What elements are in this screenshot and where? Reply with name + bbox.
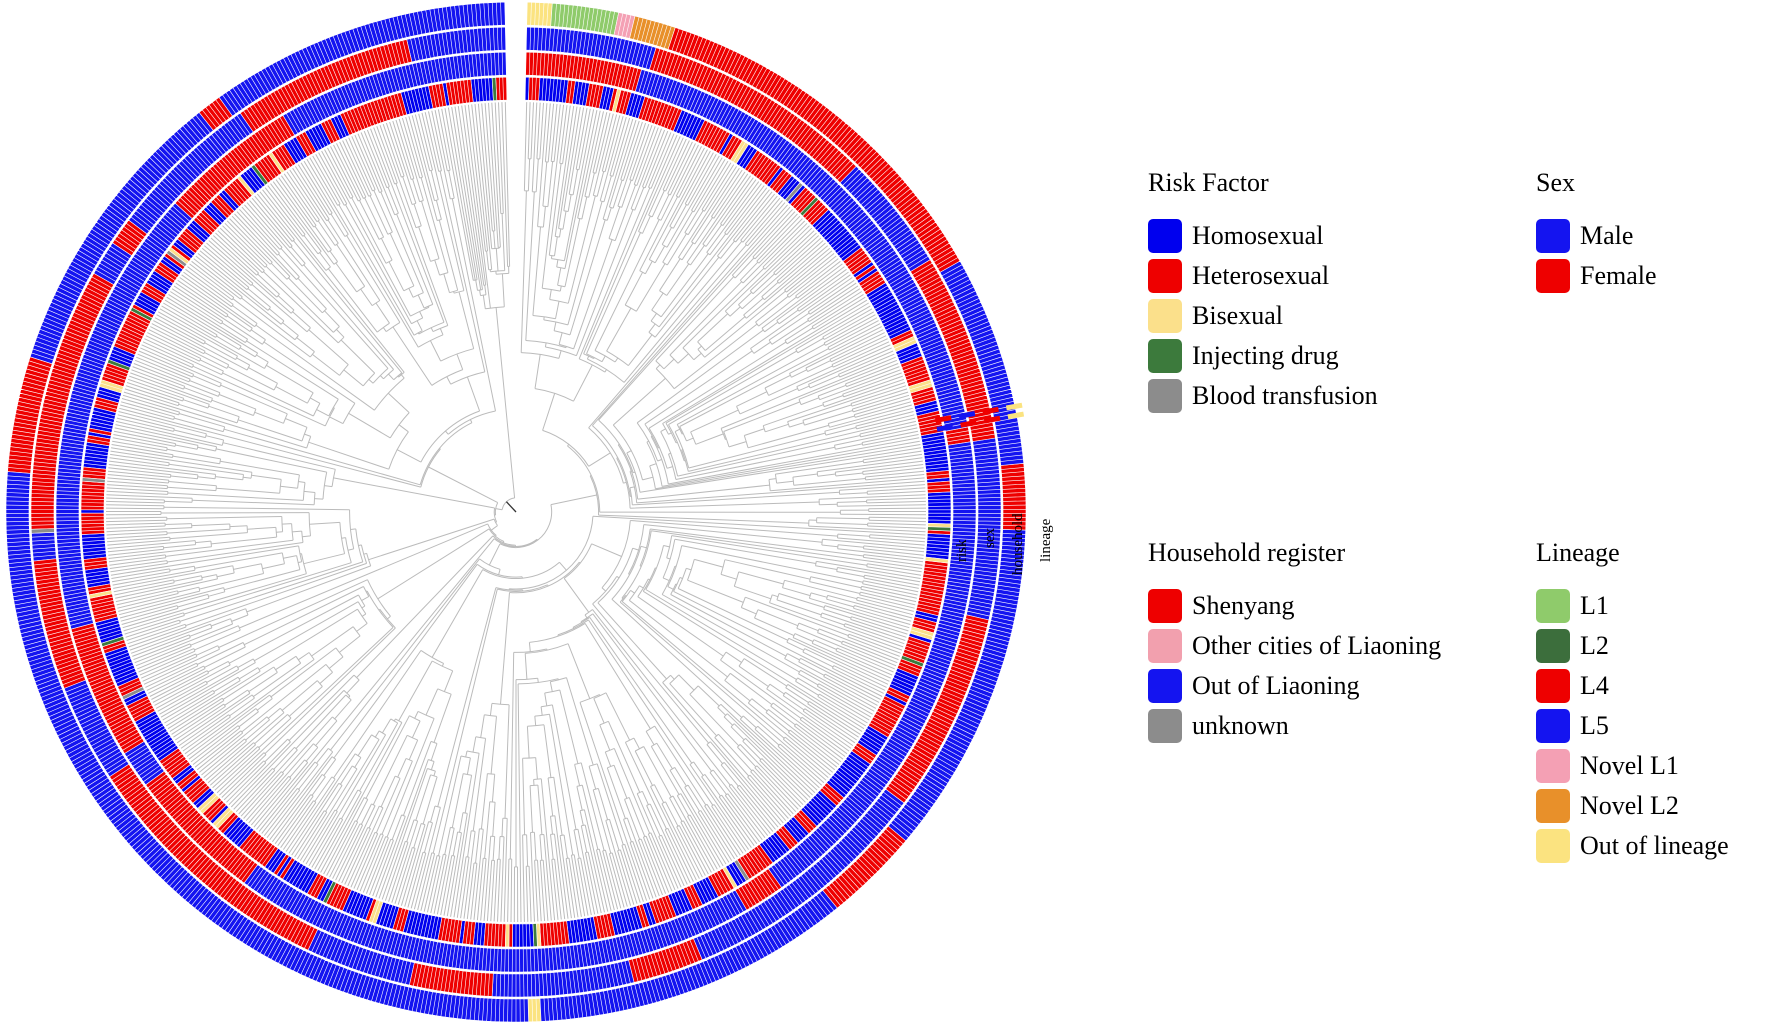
svg-text:lineage: lineage	[1038, 518, 1054, 562]
svg-text:household: household	[1010, 513, 1026, 575]
svg-text:sex: sex	[982, 528, 998, 548]
svg-text:risk: risk	[954, 539, 970, 562]
